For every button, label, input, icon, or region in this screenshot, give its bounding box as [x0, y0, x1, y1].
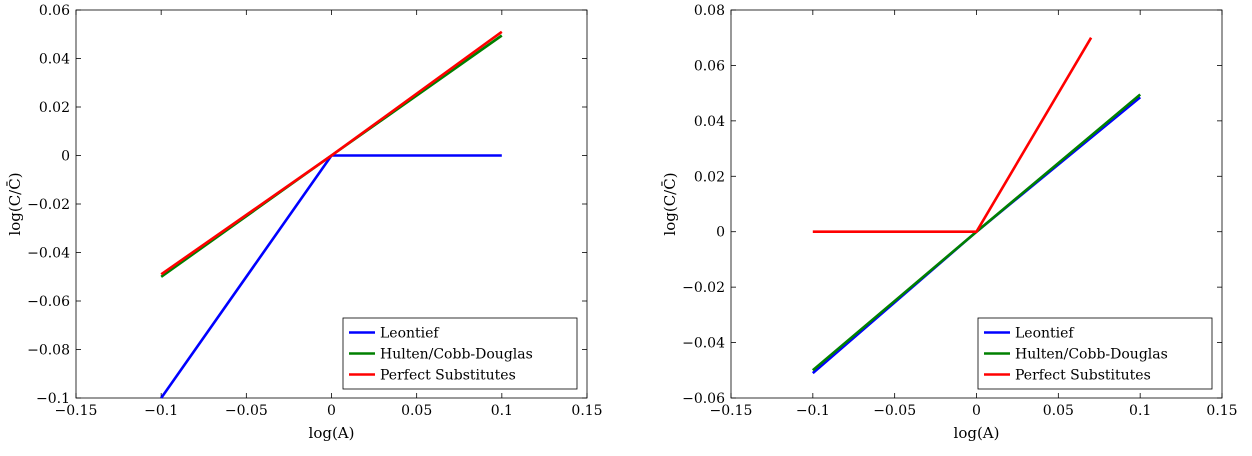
x-tick-label: 0.1	[491, 403, 513, 419]
y-tick-label: −0.04	[27, 246, 70, 262]
y-tick-label: 0.06	[694, 58, 725, 74]
x-axis-label: log(A)	[954, 424, 1000, 442]
x-tick-label: 0.05	[1043, 403, 1074, 419]
y-tick-label: −0.04	[682, 336, 725, 352]
x-tick-label: −0.15	[710, 403, 753, 419]
x-tick-label: −0.1	[796, 403, 830, 419]
legend: Leontief Hulten/Cobb-Douglas Perfect Subst…	[977, 317, 1213, 390]
y-tick-label: 0	[61, 149, 70, 165]
legend-label-1: Leontief	[1015, 326, 1075, 342]
x-tick-label: 0.15	[571, 403, 602, 419]
y-tick-label: 0	[716, 225, 725, 241]
left-chart: −0.15 −0.1 −0.05 0 0.05 0.1 0.15−0.1−0.08−0.06…	[6, 3, 603, 442]
x-tick-label: −0.15	[55, 403, 98, 419]
x-tick-label: 0	[327, 403, 336, 419]
x-tick-label: −0.1	[144, 403, 178, 419]
legend-label-2: Hulten/Cobb-Douglas	[1015, 347, 1168, 363]
y-tick-label: 0.04	[694, 114, 725, 130]
y-tick-label: −0.02	[27, 197, 70, 213]
x-tick-label: 0.15	[1206, 403, 1237, 419]
x-tick-label: 0.1	[1129, 403, 1151, 419]
x-tick-label: 0.05	[401, 403, 432, 419]
legend-box	[977, 317, 1213, 390]
legend: Leontief Hulten/Cobb-Douglas Perfect Subst…	[342, 317, 578, 390]
y-tick-label: 0.04	[39, 52, 70, 68]
x-tick-label: −0.05	[225, 403, 268, 419]
x-axis-label: log(A)	[309, 424, 355, 442]
y-tick-label: 0.02	[39, 100, 70, 116]
y-tick-label: 0.06	[39, 3, 70, 19]
x-tick-label: −0.05	[873, 403, 916, 419]
y-tick-label: −0.02	[682, 280, 725, 296]
series-line-3	[812, 37, 1093, 233]
y-tick-label: −0.08	[27, 343, 70, 359]
y-tick-label: −0.06	[682, 391, 725, 407]
y-axis-label: log(C/C̄)	[6, 172, 24, 235]
y-tick-label: 0.08	[694, 3, 725, 19]
y-tick-label: −0.1	[36, 391, 70, 407]
x-tick-label: 0	[972, 403, 981, 419]
legend-label-3: Perfect Substitutes	[380, 368, 516, 384]
legend-box	[342, 317, 578, 390]
legend-label-3: Perfect Substitutes	[1015, 368, 1151, 384]
legend-label-1: Leontief	[380, 326, 440, 342]
series-line-3	[160, 30, 503, 276]
right-chart: −0.15 −0.1 −0.05 0 0.05 0.1 0.15 −0.06 −0.04 −0.0…	[661, 3, 1238, 442]
y-tick-label: 0.02	[694, 169, 725, 185]
y-axis-label: log(C/C̄)	[661, 172, 679, 235]
y-tick-label: −0.06	[27, 294, 70, 310]
legend-label-2: Hulten/Cobb-Douglas	[380, 347, 533, 363]
